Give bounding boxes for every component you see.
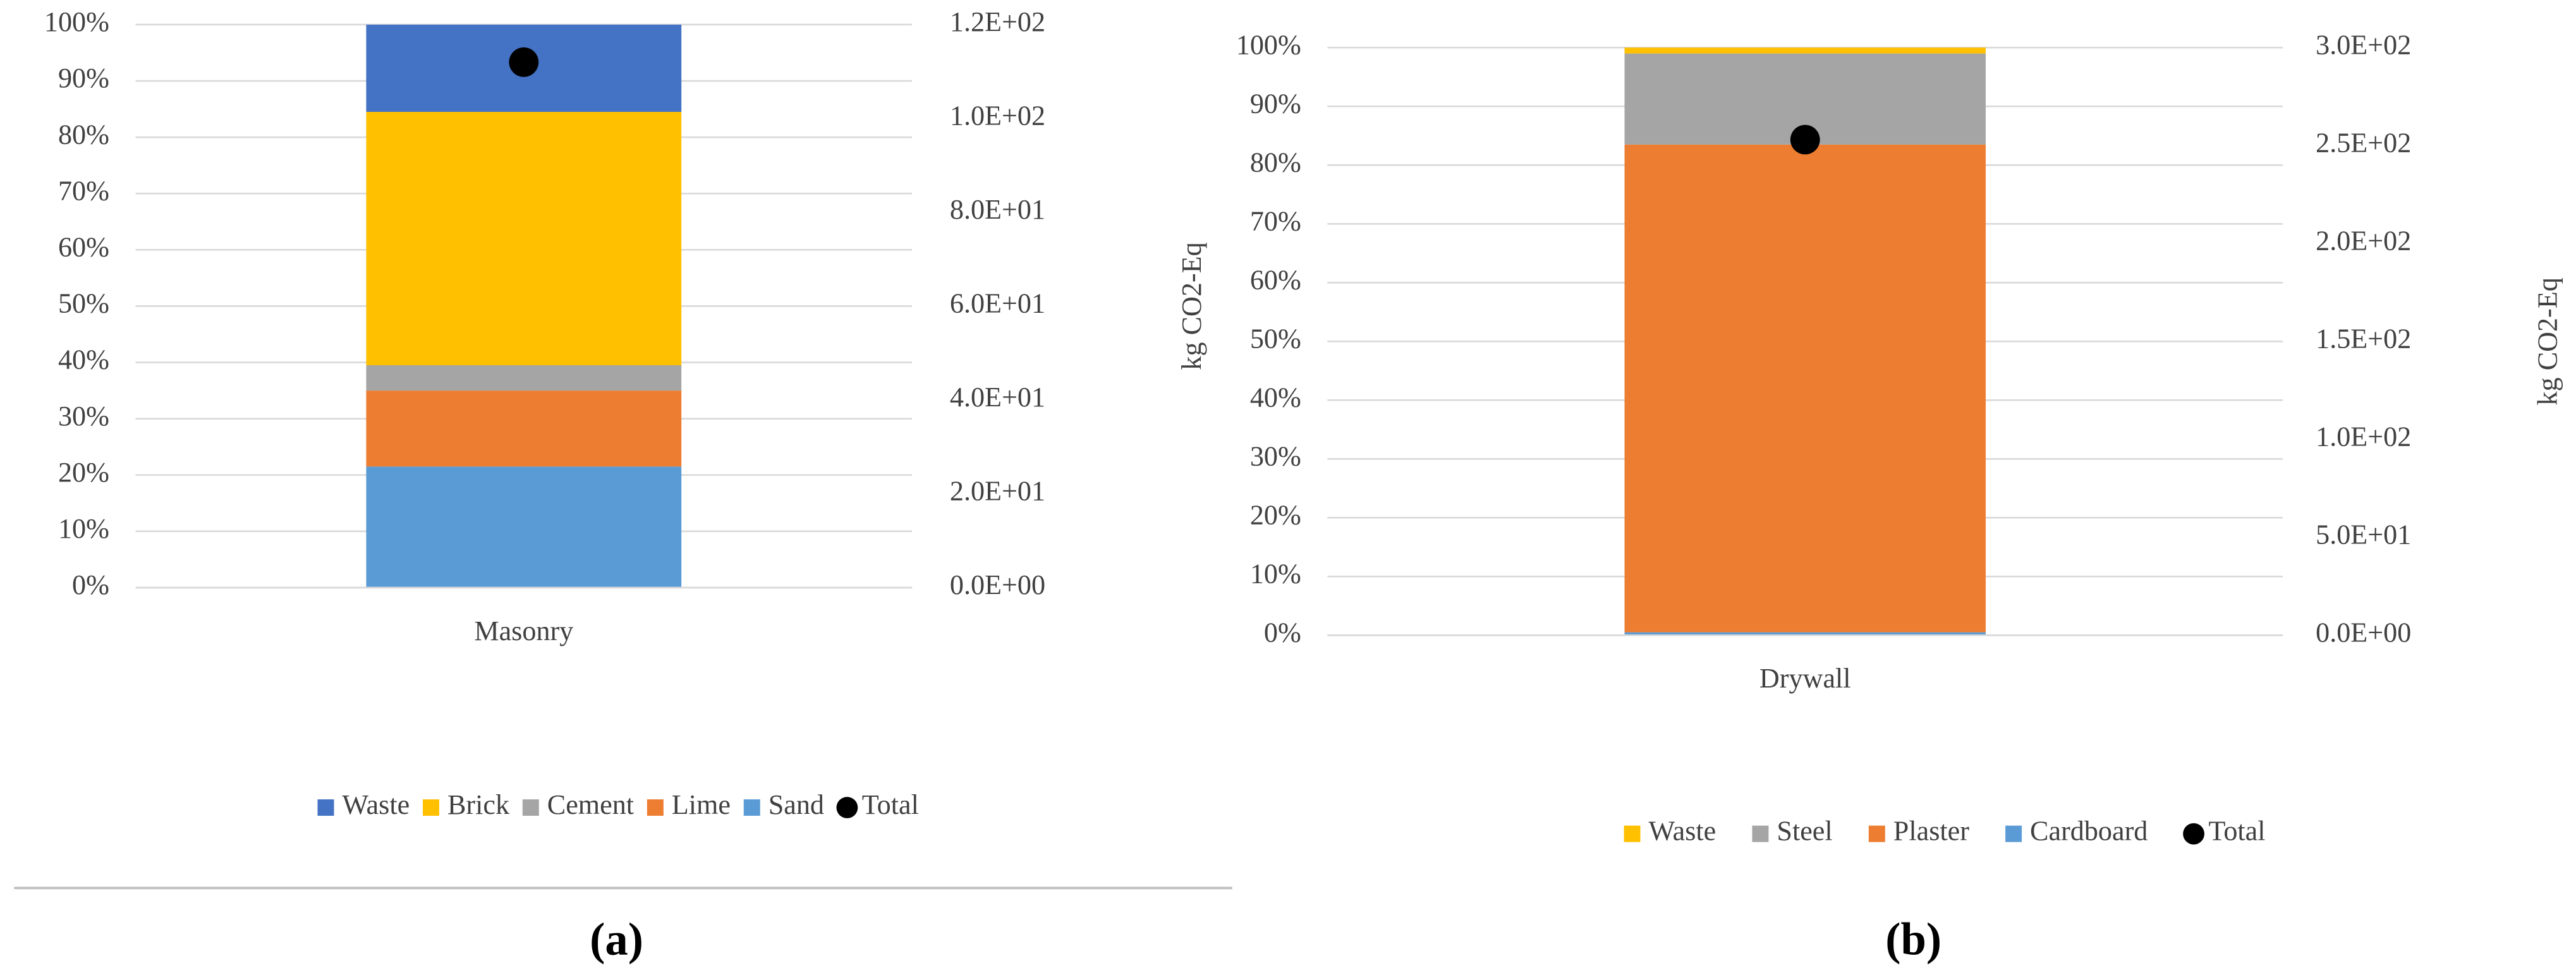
legend-marker: [2183, 823, 2204, 845]
total-marker: [1790, 124, 1820, 155]
legend-label: Steel: [1777, 816, 1832, 847]
bar-segment: [366, 365, 682, 391]
y2-tick-label: 0.0E+00: [950, 569, 1045, 600]
bar-segment: [366, 112, 682, 366]
y-tick-label: 70%: [1250, 205, 1301, 236]
legend-marker: [522, 799, 539, 816]
y-tick-label: 20%: [1250, 499, 1301, 530]
y-tick-label: 20%: [58, 457, 109, 488]
legend-marker: [317, 799, 334, 816]
legend: Waste Steel Plaster Cardboard Total: [1624, 816, 2266, 847]
y-tick-label: 90%: [58, 63, 109, 94]
bar-segment: [1624, 632, 1986, 636]
y2-tick-label: 1.0E+02: [950, 100, 1045, 131]
y-tick-label: 100%: [44, 6, 109, 37]
y-tick-label: 50%: [1250, 323, 1301, 354]
bar-segment: [1624, 144, 1986, 633]
x-tick-label: Drywall: [1759, 663, 1851, 694]
y-tick-label: 30%: [58, 401, 109, 432]
y-tick-label: 0%: [1264, 617, 1301, 648]
legend-marker: [647, 799, 664, 816]
legend-label: Cardboard: [2030, 816, 2148, 847]
y2-tick-label: 1.0E+02: [2316, 421, 2411, 452]
caption: (a): [590, 913, 643, 964]
y2-tick-label: 4.0E+01: [950, 382, 1045, 413]
y-tick-label: 0%: [72, 569, 109, 600]
legend-label: Sand: [769, 789, 824, 820]
x-tick-label: Masonry: [474, 615, 573, 646]
y-tick-label: 30%: [1250, 440, 1301, 471]
legend-marker: [1624, 825, 1641, 842]
y-tick-label: 90%: [1250, 88, 1301, 119]
y-tick-label: 10%: [1250, 558, 1301, 589]
bar-segment: [366, 466, 682, 588]
y2-tick-label: 6.0E+01: [950, 288, 1045, 319]
legend-marker: [1868, 825, 1885, 842]
legend-marker: [2005, 825, 2022, 842]
total-marker: [509, 47, 539, 77]
y2-tick-label: 2.0E+02: [2316, 225, 2411, 256]
legend-marker: [422, 799, 439, 816]
legend-marker: [1752, 825, 1769, 842]
legend-label: Total: [862, 789, 919, 820]
legend-label: Waste: [1649, 816, 1716, 847]
caption: (b): [1885, 913, 1941, 964]
y2-tick-label: 2.5E+02: [2316, 127, 2411, 158]
y-tick-label: 100%: [1236, 29, 1301, 60]
legend-label: Total: [2208, 816, 2265, 847]
y-tick-label: 60%: [1250, 264, 1301, 295]
y2-tick-label: 2.0E+01: [950, 476, 1045, 507]
y-tick-label: 10%: [58, 513, 109, 544]
y2-tick-label: 8.0E+01: [950, 194, 1045, 225]
y2-tick-label: 5.0E+01: [2316, 519, 2411, 550]
legend-marker: [836, 797, 858, 818]
y-tick-label: 50%: [58, 288, 109, 319]
legend: Waste Brick Cement Lime Sand Total: [317, 789, 919, 820]
y-tick-label: 70%: [58, 175, 109, 206]
y-tick-label: 80%: [1250, 147, 1301, 178]
bar-segment: [1624, 47, 1986, 54]
y2-tick-label: 1.5E+02: [2316, 323, 2411, 354]
y2-axis-label: kg CO2-Eq: [1176, 242, 1207, 370]
legend-label: Lime: [672, 789, 731, 820]
y2-tick-label: 3.0E+02: [2316, 29, 2411, 60]
y2-tick-label: 0.0E+00: [2316, 617, 2411, 648]
y-tick-label: 80%: [58, 119, 109, 150]
legend-label: Cement: [547, 789, 634, 820]
y-tick-label: 40%: [58, 344, 109, 375]
bar-segment: [366, 391, 682, 467]
y2-axis-label: kg CO2-Eq: [2532, 277, 2563, 405]
legend-label: Waste: [342, 789, 410, 820]
y-tick-label: 40%: [1250, 382, 1301, 413]
y-tick-label: 60%: [58, 231, 109, 262]
legend-marker: [743, 799, 760, 816]
legend-label: Plaster: [1893, 816, 1969, 847]
legend-label: Brick: [447, 789, 510, 820]
y2-tick-label: 1.2E+02: [950, 6, 1045, 37]
